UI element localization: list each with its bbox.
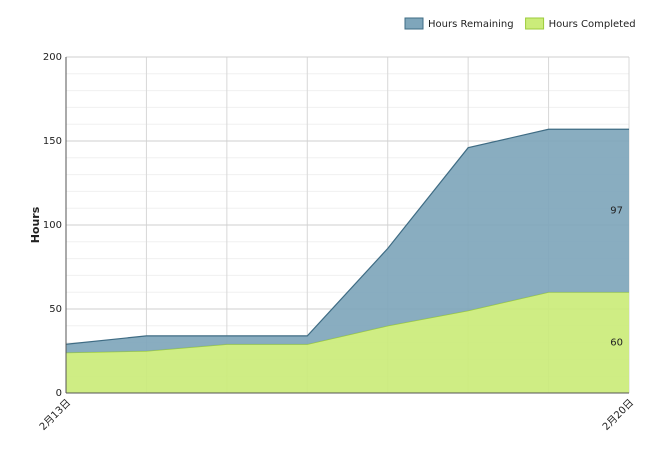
y-tick-label: 0 — [56, 388, 62, 399]
legend-swatch — [404, 17, 424, 30]
legend-swatch — [525, 17, 545, 30]
y-tick-label: 150 — [43, 136, 62, 147]
legend-label: Hours Completed — [549, 19, 636, 30]
legend-label: Hours Remaining — [428, 19, 514, 30]
y-axis-title: Hours — [29, 206, 42, 243]
y-tick-label: 100 — [43, 220, 62, 231]
x-tick-label: 2月13日 — [37, 397, 73, 433]
area — [66, 129, 629, 353]
y-tick-label: 50 — [49, 304, 62, 315]
x-tick-label: 2月20日 — [600, 397, 636, 433]
y-tick-label: 200 — [43, 52, 62, 63]
data-label: 97 — [610, 206, 623, 217]
data-label: 60 — [610, 338, 623, 349]
area-line — [65, 128, 629, 345]
area — [66, 292, 629, 393]
